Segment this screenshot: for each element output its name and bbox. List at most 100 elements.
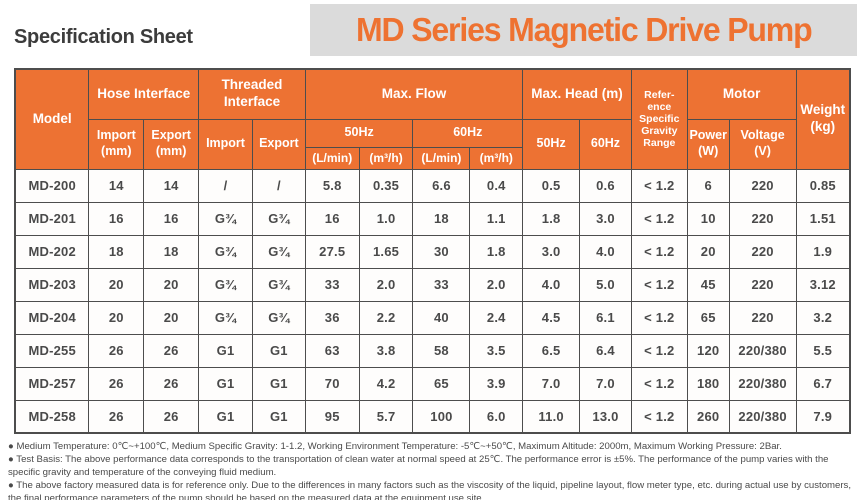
cell-weight: 5.5 (795, 333, 851, 368)
col-header-reference-specific-gravity: Refer- ence Specific Gravity Range (630, 68, 688, 170)
table-row: MD-202 18 18 G¾ G¾ 27.5 1.65 30 1.8 3.0 … (14, 234, 851, 269)
cell-threaded-import: G¾ (198, 300, 253, 335)
cell-hose-export: 20 (143, 267, 200, 302)
cell-flow-50hz-m3h: 2.0 (358, 267, 414, 302)
cell-flow-60hz-lmin: 18 (412, 201, 471, 236)
table-row: MD-258 26 26 G1 G1 95 5.7 100 6.0 11.0 1… (14, 399, 851, 434)
cell-threaded-export: G¾ (251, 300, 306, 335)
cell-reference-gravity: < 1.2 (630, 267, 688, 302)
cell-threaded-import: G1 (198, 333, 253, 368)
cell-motor-voltage: 220/380 (728, 333, 797, 368)
cell-head-50hz: 4.0 (522, 267, 581, 302)
cell-motor-voltage: 220 (728, 267, 797, 302)
table-row: MD-201 16 16 G¾ G¾ 16 1.0 18 1.1 1.8 3.0… (14, 201, 851, 236)
cell-motor-power: 6 (686, 168, 730, 203)
cell-threaded-export: G1 (251, 366, 306, 401)
col-header-max-head: Max. Head (m) (522, 68, 632, 120)
cell-flow-60hz-m3h: 6.0 (469, 399, 524, 434)
cell-threaded-import: G1 (198, 366, 253, 401)
cell-flow-50hz-m3h: 3.8 (358, 333, 414, 368)
cell-threaded-import: G1 (198, 399, 253, 434)
cell-flow-50hz-m3h: 1.0 (358, 201, 414, 236)
cell-model: MD-258 (14, 399, 90, 434)
col-header-flow-50hz: 50Hz (304, 118, 414, 148)
cell-reference-gravity: < 1.2 (630, 201, 688, 236)
cell-threaded-export: G¾ (251, 234, 306, 269)
cell-threaded-export: / (251, 168, 306, 203)
table-row: MD-257 26 26 G1 G1 70 4.2 65 3.9 7.0 7.0… (14, 366, 851, 401)
cell-flow-50hz-lmin: 16 (304, 201, 360, 236)
cell-hose-export: 20 (143, 300, 200, 335)
banner-title: MD Series Magnetic Drive Pump (355, 11, 813, 48)
cell-head-50hz: 0.5 (522, 168, 581, 203)
cell-threaded-export: G¾ (251, 201, 306, 236)
cell-head-60hz: 6.1 (579, 300, 632, 335)
cell-head-60hz: 6.4 (579, 333, 632, 368)
cell-model: MD-257 (14, 366, 90, 401)
cell-flow-50hz-lmin: 33 (304, 267, 360, 302)
cell-weight: 1.9 (795, 234, 851, 269)
col-header-threaded-import: Import (198, 118, 253, 170)
cell-reference-gravity: < 1.2 (630, 300, 688, 335)
cell-flow-50hz-lmin: 70 (304, 366, 360, 401)
cell-weight: 0.85 (795, 168, 851, 203)
col-header-flow-50hz-lmin: (L/min) (304, 146, 360, 170)
table-header: Model Hose Interface Threaded Interface … (14, 68, 851, 170)
cell-hose-export: 18 (143, 234, 200, 269)
cell-head-60hz: 0.6 (579, 168, 632, 203)
cell-flow-50hz-lmin: 36 (304, 300, 360, 335)
cell-hose-export: 14 (143, 168, 200, 203)
cell-motor-voltage: 220/380 (728, 399, 797, 434)
cell-motor-power: 120 (686, 333, 730, 368)
cell-hose-import: 16 (88, 201, 145, 236)
cell-hose-export: 26 (143, 399, 200, 434)
col-header-flow-60hz-m3h: (m³/h) (469, 146, 524, 170)
cell-model: MD-202 (14, 234, 90, 269)
cell-flow-60hz-m3h: 3.9 (469, 366, 524, 401)
col-header-hose-export-mm: Export (mm) (143, 118, 200, 170)
cell-hose-import: 26 (88, 333, 145, 368)
cell-motor-power: 260 (686, 399, 730, 434)
cell-flow-60hz-m3h: 3.5 (469, 333, 524, 368)
cell-flow-60hz-lmin: 58 (412, 333, 471, 368)
cell-weight: 1.51 (795, 201, 851, 236)
col-header-weight: Weight (kg) (795, 68, 851, 170)
cell-threaded-export: G1 (251, 333, 306, 368)
col-header-hose-interface: Hose Interface (88, 68, 200, 120)
table-row: MD-203 20 20 G¾ G¾ 33 2.0 33 2.0 4.0 5.0… (14, 267, 851, 302)
page-title: Specification Sheet (14, 26, 193, 48)
col-header-motor: Motor (686, 68, 797, 120)
cell-hose-export: 26 (143, 366, 200, 401)
col-header-head-60hz: 60Hz (579, 118, 632, 170)
footnotes: ● Medium Temperature: 0℃~+100℃, Medium S… (8, 440, 859, 500)
cell-flow-60hz-lmin: 6.6 (412, 168, 471, 203)
col-header-flow-60hz-lmin: (L/min) (412, 146, 471, 170)
cell-reference-gravity: < 1.2 (630, 366, 688, 401)
cell-motor-voltage: 220 (728, 300, 797, 335)
cell-flow-50hz-lmin: 63 (304, 333, 360, 368)
cell-flow-60hz-lmin: 65 (412, 366, 471, 401)
cell-hose-import: 14 (88, 168, 145, 203)
cell-head-60hz: 13.0 (579, 399, 632, 434)
cell-head-60hz: 3.0 (579, 201, 632, 236)
col-header-motor-power: Power (W) (686, 118, 730, 170)
footnote-reference-disclaimer: ● The above factory measured data is for… (8, 480, 852, 500)
cell-model: MD-201 (14, 201, 90, 236)
cell-threaded-export: G1 (251, 399, 306, 434)
cell-head-50hz: 4.5 (522, 300, 581, 335)
col-header-flow-60hz: 60Hz (412, 118, 524, 148)
cell-head-60hz: 5.0 (579, 267, 632, 302)
cell-flow-50hz-lmin: 5.8 (304, 168, 360, 203)
table-row: MD-204 20 20 G¾ G¾ 36 2.2 40 2.4 4.5 6.1… (14, 300, 851, 335)
cell-head-50hz: 1.8 (522, 201, 581, 236)
cell-motor-power: 45 (686, 267, 730, 302)
cell-model: MD-204 (14, 300, 90, 335)
cell-model: MD-200 (14, 168, 90, 203)
cell-flow-50hz-lmin: 95 (304, 399, 360, 434)
cell-flow-50hz-m3h: 5.7 (358, 399, 414, 434)
table-row: MD-255 26 26 G1 G1 63 3.8 58 3.5 6.5 6.4… (14, 333, 851, 368)
footnote-medium-conditions: ● Medium Temperature: 0℃~+100℃, Medium S… (8, 441, 782, 452)
col-header-motor-voltage: Voltage (V) (728, 118, 797, 170)
cell-hose-export: 16 (143, 201, 200, 236)
cell-flow-50hz-m3h: 2.2 (358, 300, 414, 335)
